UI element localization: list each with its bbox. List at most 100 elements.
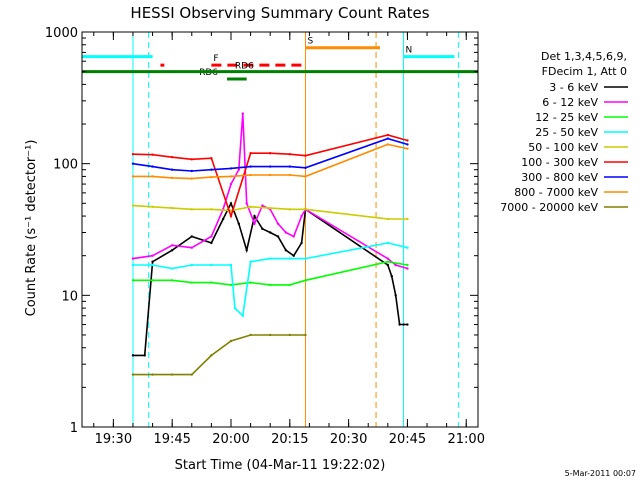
data-point [304, 175, 307, 178]
data-point [386, 241, 390, 245]
data-point [210, 157, 213, 160]
data-point [249, 333, 252, 337]
data-point [210, 263, 213, 267]
legend-label: 300 - 800 keV [521, 171, 598, 184]
data-point [390, 274, 393, 278]
data-point [229, 339, 233, 343]
data-point [170, 176, 174, 180]
series-line [132, 204, 408, 220]
data-point [170, 155, 174, 159]
data-point [210, 281, 213, 284]
legend-label: 25 - 50 keV [535, 126, 598, 139]
data-point [131, 354, 135, 357]
data-point [237, 168, 241, 171]
data-point [190, 281, 193, 284]
data-point [151, 254, 154, 257]
data-point [261, 204, 264, 207]
data-point [304, 257, 307, 260]
data-point [268, 231, 272, 234]
data-point [190, 169, 193, 173]
data-point [151, 373, 154, 376]
data-point [406, 217, 409, 221]
reference-lines [82, 32, 478, 427]
series-line [133, 143, 408, 180]
flag-label: RD6 [235, 62, 254, 72]
x-tick-label: 21:00 [448, 432, 485, 447]
data-point [245, 202, 248, 205]
legend-header: Det 1,3,4,5,6,9, [541, 50, 627, 63]
data-point [131, 373, 135, 376]
data-point [386, 217, 390, 221]
data-point [151, 153, 154, 156]
data-point [386, 257, 390, 260]
legend: Det 1,3,4,5,6,9, FDecim 1, Att 0 3 - 6 keV… [500, 50, 628, 214]
data-point [394, 294, 397, 297]
axes: 19:30 19:45 20:00 20:15 20:30 20:45 21:00 1 10 10… [45, 26, 485, 447]
data-point [386, 133, 390, 137]
data-point [229, 182, 233, 186]
data-point [386, 137, 390, 140]
legend-label: 12 - 25 keV [535, 111, 598, 124]
series-line [132, 134, 408, 219]
data-point [249, 173, 252, 177]
data-gap [407, 32, 478, 427]
flag-bars: NSFRD6RD6 [82, 37, 478, 81]
y-tick-label: 10 [61, 289, 78, 304]
data-point [190, 235, 193, 238]
x-tick-label: 20:15 [271, 432, 308, 447]
data-point [229, 175, 233, 178]
data-point [253, 214, 256, 218]
data-point [170, 168, 174, 171]
data-point [398, 323, 401, 326]
data-point [304, 208, 307, 211]
y-axis-label: Count Rate (s⁻¹ detector⁻¹) [24, 140, 39, 317]
data-point [237, 222, 241, 225]
data-point [300, 241, 303, 245]
data-point [394, 263, 397, 267]
data-point [284, 231, 288, 234]
data-point [131, 175, 135, 178]
data-point [276, 235, 280, 238]
series-lines [131, 112, 409, 376]
data-point [249, 165, 252, 168]
data-point [300, 214, 303, 218]
data-point [131, 153, 135, 156]
data-point [221, 217, 225, 221]
data-point [210, 354, 213, 357]
data-point [406, 147, 409, 150]
data-point [288, 165, 292, 168]
data-point [292, 254, 295, 257]
data-point [229, 214, 233, 218]
data-point [229, 209, 233, 212]
x-tick-label: 19:45 [153, 432, 190, 447]
data-point [276, 222, 280, 225]
data-point [131, 263, 135, 267]
data-point [268, 283, 272, 287]
series-line [133, 242, 408, 318]
series-line [133, 334, 306, 376]
data-point [241, 314, 244, 317]
data-point [131, 257, 135, 260]
data-point [131, 162, 135, 165]
series-line [133, 201, 408, 357]
data-point [402, 323, 405, 326]
data-point [406, 143, 409, 146]
data-point [151, 279, 154, 282]
data-point [131, 204, 135, 207]
data-point [190, 246, 193, 249]
flag-label: N [406, 46, 413, 56]
data-point [210, 168, 213, 171]
data-point [386, 260, 390, 263]
data-point [210, 175, 213, 179]
legend-label: 6 - 12 keV [542, 96, 598, 109]
data-point [190, 373, 193, 376]
x-tick-label: 20:30 [330, 432, 367, 447]
data-point [406, 323, 409, 326]
data-point [210, 235, 213, 238]
data-point [268, 333, 272, 337]
legend-label: 50 - 100 keV [528, 141, 598, 154]
data-point [288, 333, 292, 337]
data-point [406, 246, 409, 249]
legend-label: 7000 - 20000 keV [500, 201, 598, 214]
data-point [304, 279, 307, 282]
